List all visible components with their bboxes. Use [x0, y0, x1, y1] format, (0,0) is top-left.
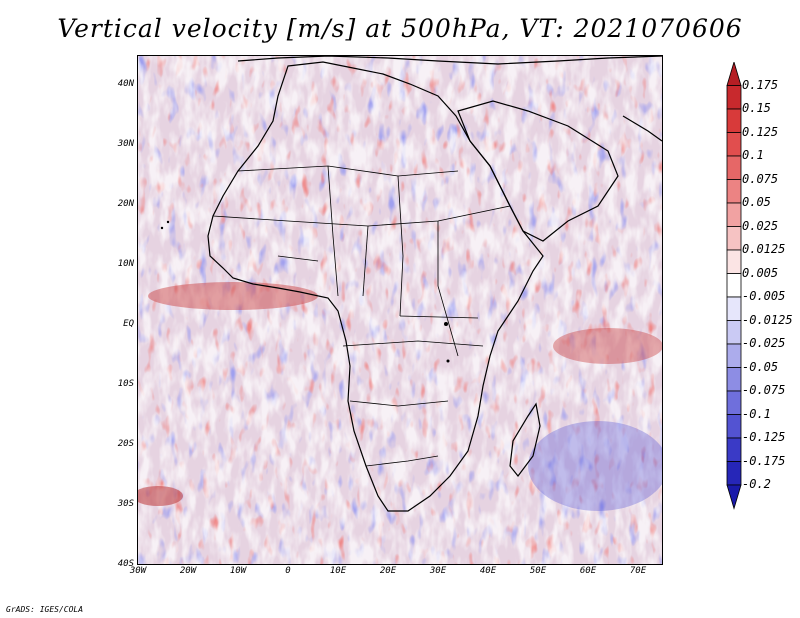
map-plot-area	[137, 55, 663, 565]
country-borders	[212, 165, 511, 467]
colorbar-level-label: -0.005	[742, 289, 786, 303]
lon-tick-label: 70E	[629, 566, 647, 576]
colorbar-swatch	[726, 414, 742, 439]
lon-tick-label: 40E	[479, 566, 497, 576]
colorbar-level-label: -0.175	[742, 453, 786, 468]
south-atlantic-ascent	[138, 486, 183, 506]
colorbar-level-label: 0.125	[742, 124, 779, 139]
colorbar-level-label: 0.05	[742, 195, 771, 209]
colorbar-level-label: -0.025	[742, 336, 786, 350]
colorbar-swatch	[726, 273, 742, 298]
colorbar-swatch	[726, 202, 742, 227]
lat-tick-label: 10N	[117, 259, 134, 269]
colorbar-swatch	[726, 296, 742, 321]
colorbar	[724, 60, 744, 560]
colorbar-swatch	[726, 461, 742, 486]
map-title: Vertical velocity [m/s] at 500hPa, VT: 2…	[57, 14, 743, 43]
coastlines	[207, 56, 662, 512]
lat-tick-label: 30N	[117, 139, 134, 149]
lat-tick-label: 20N	[117, 199, 134, 209]
gulf-guinea-ascent	[148, 282, 318, 310]
lat-tick-label: EQ	[123, 319, 134, 329]
colorbar-swatch	[726, 390, 742, 415]
lon-tick-label: 20E	[379, 566, 397, 576]
indian-ocean-ascent	[553, 328, 662, 364]
colorbar-level-label: 0.0125	[742, 242, 786, 256]
colorbar-swatch	[726, 484, 742, 510]
colorbar-level-label: -0.05	[742, 359, 779, 374]
lat-tick-label: 20S	[117, 439, 134, 449]
madagascar-coastline	[509, 402, 541, 477]
colorbar-swatch	[726, 155, 742, 180]
colorbar-swatch	[726, 249, 742, 274]
colorbar-swatch	[726, 132, 742, 157]
colorbar-level-label: -0.2	[742, 477, 771, 491]
india-coastline	[622, 115, 662, 142]
colorbar-level-label: 0.075	[742, 171, 779, 186]
indian-ocean-subsidence	[528, 421, 662, 511]
colorbar-swatch	[726, 367, 742, 392]
colorbar-level-label: -0.125	[742, 430, 786, 444]
colorbar-swatch	[726, 343, 742, 368]
colorbar-swatch	[726, 437, 742, 462]
lat-tick-label: 10S	[117, 379, 134, 389]
lon-tick-label: 30E	[429, 566, 447, 576]
lon-tick-label: 10W	[229, 566, 247, 576]
colorbar-swatches	[726, 60, 742, 510]
arabia-coastline	[457, 100, 619, 242]
lat-tick-label: 30S	[117, 499, 134, 509]
lon-tick-label: 10E	[329, 566, 347, 576]
colorbar-swatch	[726, 108, 742, 133]
lat-tick-label: 40N	[117, 79, 134, 89]
colorbar-level-label: -0.0125	[742, 312, 793, 327]
colorbar-level-label: -0.075	[742, 383, 786, 397]
grads-credit: GrADS: IGES/COLA	[6, 605, 84, 614]
velocity-field-map	[138, 56, 662, 564]
europe-coastline	[237, 56, 662, 65]
colorbar-swatch	[726, 226, 742, 251]
colorbar-swatch	[726, 320, 742, 345]
colorbar-level-label: 0.1	[742, 148, 764, 162]
colorbar-level-label: 0.15	[742, 101, 771, 115]
lon-tick-label: 20W	[179, 566, 197, 576]
lon-tick-label: 0	[285, 566, 291, 576]
lon-tick-label: 50E	[529, 566, 547, 576]
colorbar-swatch	[726, 179, 742, 204]
lon-tick-label: 30W	[129, 566, 147, 576]
lat-tick-label: 40S	[117, 559, 134, 569]
colorbar-swatch	[726, 85, 742, 110]
colorbar-level-label: 0.005	[742, 265, 779, 280]
colorbar-swatch	[726, 60, 742, 86]
lon-tick-label: 60E	[579, 566, 597, 576]
colorbar-level-label: 0.175	[742, 77, 779, 92]
colorbar-level-label: -0.1	[742, 406, 771, 421]
colorbar-level-label: 0.025	[742, 218, 779, 233]
islands-and-lakes	[160, 220, 450, 363]
